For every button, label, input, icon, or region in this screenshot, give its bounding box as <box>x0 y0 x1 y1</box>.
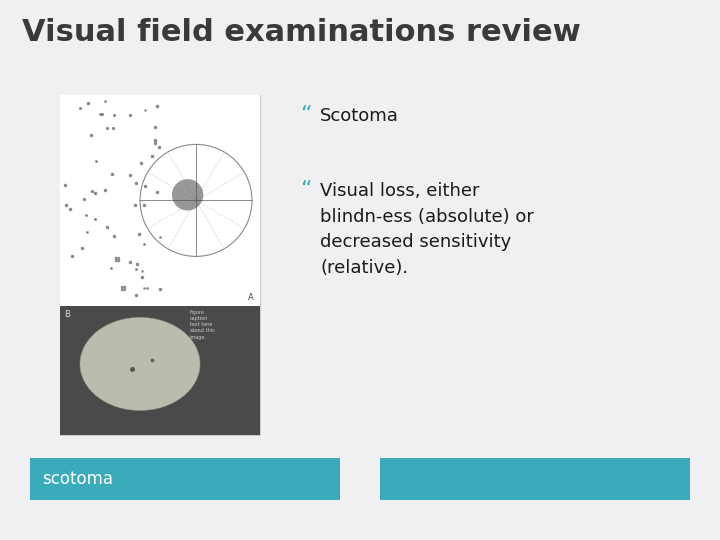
FancyBboxPatch shape <box>380 458 690 500</box>
FancyBboxPatch shape <box>30 458 340 500</box>
FancyBboxPatch shape <box>60 306 260 435</box>
Text: “: “ <box>300 180 312 200</box>
Text: scotoma: scotoma <box>42 470 113 488</box>
Circle shape <box>172 179 203 211</box>
Text: A: A <box>248 293 254 302</box>
Text: Visual field examinations review: Visual field examinations review <box>22 18 581 47</box>
Text: “: “ <box>300 105 312 125</box>
FancyBboxPatch shape <box>60 95 260 435</box>
Text: B: B <box>64 310 70 319</box>
Text: Figure
caption
text here
about this
image.: Figure caption text here about this imag… <box>190 310 215 340</box>
FancyBboxPatch shape <box>60 95 260 306</box>
Text: Visual loss, either
blindn­ess (absolute) or
decreased sensitivity
(relative).: Visual loss, either blindn­ess (absolute… <box>320 182 534 277</box>
Ellipse shape <box>80 318 200 410</box>
Text: Scotoma: Scotoma <box>320 107 399 125</box>
